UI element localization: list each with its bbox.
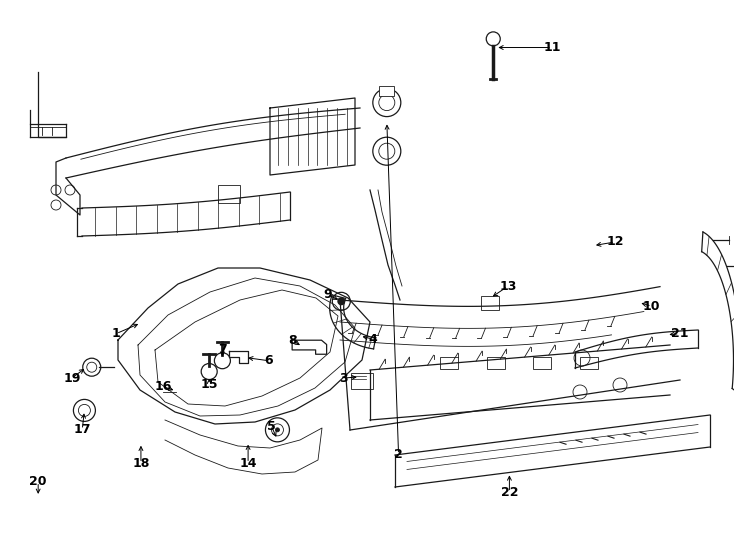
Text: 3: 3	[339, 372, 348, 384]
Text: 13: 13	[499, 280, 517, 293]
Text: 6: 6	[264, 354, 273, 367]
Text: 8: 8	[288, 334, 297, 347]
Text: 2: 2	[394, 448, 403, 461]
Text: 17: 17	[73, 423, 91, 436]
Text: 9: 9	[324, 288, 333, 301]
Text: 14: 14	[239, 457, 257, 470]
Bar	[218, 185, 240, 203]
Text: 11: 11	[543, 41, 561, 54]
Bar	[351, 373, 373, 389]
Text: 22: 22	[501, 486, 518, 499]
Text: 19: 19	[63, 372, 81, 384]
Text: 4: 4	[368, 333, 377, 346]
Bar	[487, 357, 505, 369]
Bar	[580, 357, 598, 369]
Text: 15: 15	[200, 378, 218, 391]
Circle shape	[338, 298, 345, 305]
Text: 10: 10	[643, 300, 661, 313]
Text: 18: 18	[132, 457, 150, 470]
Bar	[379, 86, 394, 97]
Text: 1: 1	[112, 327, 120, 340]
Bar	[440, 357, 458, 369]
Text: 7: 7	[218, 343, 227, 356]
Text: 12: 12	[606, 235, 624, 248]
Text: 21: 21	[671, 327, 688, 340]
Text: 16: 16	[154, 380, 172, 393]
Text: 5: 5	[267, 420, 276, 433]
Bar	[534, 357, 551, 369]
Circle shape	[275, 428, 280, 432]
Bar	[481, 296, 499, 310]
Text: 20: 20	[29, 475, 47, 488]
